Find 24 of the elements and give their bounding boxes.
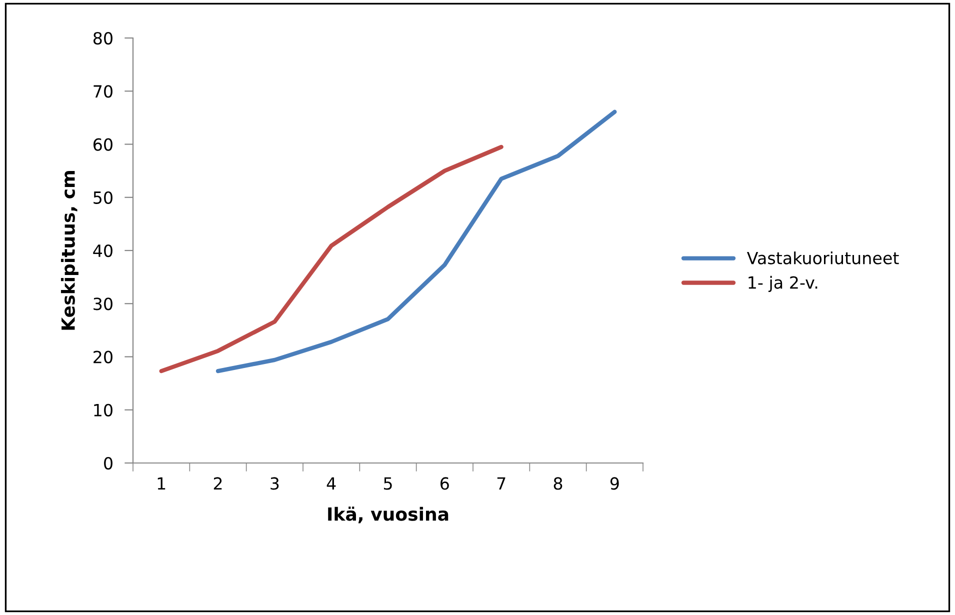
y-tick-label: 70 bbox=[94, 85, 112, 98]
x-tick-label: 5 bbox=[384, 477, 392, 490]
y-tick-label: 20 bbox=[94, 350, 112, 364]
x-axis-title: Ikä, vuosina bbox=[328, 506, 448, 524]
legend-label: Vastakuoriutuneet bbox=[746, 251, 899, 264]
y-tick-label: 50 bbox=[94, 191, 112, 204]
x-tick-label: 9 bbox=[610, 477, 619, 490]
x-tick-label: 3 bbox=[270, 477, 279, 490]
x-tick-label: 4 bbox=[326, 477, 336, 490]
legend-label: 1- ja 2-v. bbox=[748, 276, 818, 292]
line-series bbox=[216, 110, 617, 374]
x-tick-label: 8 bbox=[554, 477, 562, 490]
x-tick-label: 2 bbox=[214, 477, 222, 490]
y-tick-label: 30 bbox=[94, 298, 112, 310]
x-tick-label: 6 bbox=[440, 477, 449, 490]
y-tick-label: 10 bbox=[94, 404, 112, 416]
y-axis-title: Keskipituus, cm bbox=[60, 171, 78, 330]
y-tick-label: 80 bbox=[93, 32, 112, 45]
y-tick-label: 0 bbox=[104, 456, 112, 470]
x-tick-label: 1 bbox=[158, 477, 166, 490]
y-tick-label: 60 bbox=[94, 138, 112, 151]
x-tick-label: 7 bbox=[497, 477, 506, 490]
line-series bbox=[159, 144, 504, 374]
y-tick-label: 40 bbox=[93, 244, 112, 258]
